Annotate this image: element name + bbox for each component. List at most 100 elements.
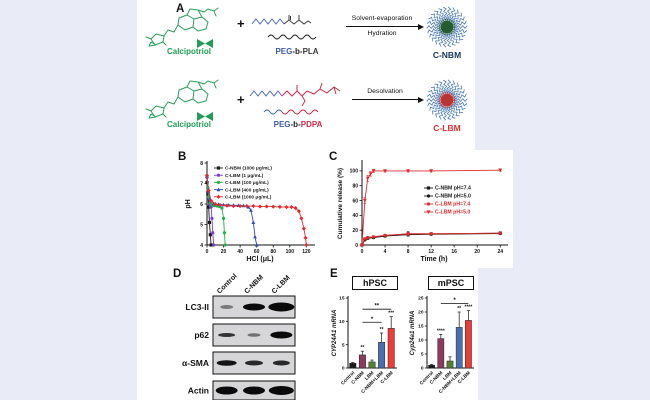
svg-text:60: 60 [254, 249, 260, 255]
svg-text:p62: p62 [194, 330, 209, 340]
svg-text:8: 8 [407, 249, 410, 255]
panel-de-background [137, 268, 478, 400]
c-nbm-label: C-NBM [432, 50, 462, 60]
pla-text: PLA [302, 47, 319, 56]
c-nbm-micelle-icon [426, 6, 468, 48]
svg-text:HCl (μL): HCl (μL) [246, 256, 273, 263]
svg-text:*: * [371, 317, 374, 323]
calcipotriol-label: Calcipotriol [166, 47, 211, 56]
svg-text:Control: Control [216, 273, 239, 296]
svg-text:80: 80 [352, 184, 358, 190]
svg-text:25: 25 [418, 296, 424, 302]
svg-text:60: 60 [352, 198, 358, 204]
svg-text:LBM: LBM [442, 370, 454, 382]
calcipotriol-glyph-icon [197, 39, 213, 48]
svg-text:6: 6 [200, 202, 203, 208]
svg-text:C-NBM pH=7.4: C-NBM pH=7.4 [435, 186, 471, 192]
plus-sign: + [237, 16, 245, 31]
svg-text:80: 80 [270, 249, 276, 255]
svg-text:C-LBM: C-LBM [271, 274, 292, 295]
svg-text:Cyp24a1 mRNA: Cyp24a1 mRNA [410, 311, 416, 356]
svg-text:40: 40 [237, 249, 243, 255]
svg-text:20: 20 [352, 228, 358, 234]
svg-text:Time (h): Time (h) [420, 256, 447, 263]
svg-text:16: 16 [451, 249, 457, 255]
western-blot: Control C-NBM C-LBM LC3-II p62 α-SMA Actin [182, 273, 296, 400]
svg-text:LC3-II: LC3-II [185, 302, 209, 312]
svg-text:Actin: Actin [188, 386, 209, 396]
arrow1-line [346, 26, 418, 27]
arrow2-line [352, 99, 418, 100]
calcipotriol-glyph-icon [197, 112, 213, 121]
svg-text:5: 5 [421, 352, 424, 358]
svg-text:4: 4 [200, 243, 203, 249]
panel-e-label: E [330, 268, 338, 280]
svg-text:C-LBM pH=7.4: C-LBM pH=7.4 [435, 202, 470, 208]
svg-text:5: 5 [200, 222, 203, 228]
peg-b-pla-label: PEG-b-PLA [248, 47, 346, 56]
svg-text:C-LBM (100 μg/mL): C-LBM (100 μg/mL) [225, 180, 269, 186]
pdpa-text: PDPA [300, 120, 323, 129]
svg-text:0: 0 [355, 243, 358, 249]
cumulative-release-chart: 0 4 8 12 16 20 24 0 20 40 60 80 100 Time (h) Cumulativ… [337, 160, 508, 263]
svg-text:15: 15 [339, 296, 345, 302]
svg-text:0: 0 [361, 249, 364, 255]
svg-text:CYP24A1 mRNA: CYP24A1 mRNA [332, 310, 338, 357]
svg-text:****: **** [437, 328, 445, 334]
svg-text:0: 0 [421, 366, 424, 372]
svg-text:**: ** [457, 306, 461, 312]
svg-text:7: 7 [200, 181, 203, 187]
plus-sign: + [237, 92, 245, 107]
svg-text:10: 10 [418, 338, 424, 344]
svg-text:**: ** [380, 327, 384, 333]
panel-a-label: A [176, 3, 185, 15]
svg-text:pH: pH [185, 199, 192, 208]
svg-text:100: 100 [286, 249, 295, 255]
hpsc-title: hPSC [352, 276, 398, 290]
peg-text: PEG [275, 47, 293, 56]
arrow2-top-label: Desolvation [367, 88, 403, 95]
calcipotriol-structure-icon [145, 7, 219, 47]
arrow1-head-icon [418, 23, 424, 30]
peg-b-pdpa-structure-icon [249, 82, 341, 115]
svg-text:C-LBM pH=5.0: C-LBM pH=5.0 [435, 210, 470, 216]
svg-text:C-NBM: C-NBM [243, 274, 265, 296]
c-lbm-micelle-icon [426, 79, 468, 121]
svg-text:20: 20 [418, 310, 424, 316]
svg-text:20: 20 [221, 249, 227, 255]
panel-b-label: B [178, 151, 187, 163]
panel-bc-background [137, 150, 513, 268]
svg-text:C-LBM (1000 μg/mL): C-LBM (1000 μg/mL) [225, 195, 272, 201]
calcipotriol-label: Calcipotriol [166, 120, 211, 129]
arrow1-bottom-label: Hydration [367, 30, 397, 37]
svg-text:*: * [453, 298, 456, 304]
svg-text:C-LBM (400 μg/mL): C-LBM (400 μg/mL) [225, 187, 269, 193]
svg-text:10: 10 [339, 319, 345, 325]
svg-text:****: **** [465, 305, 473, 311]
svg-text:4: 4 [384, 249, 387, 255]
svg-text:Cumulative release (%): Cumulative release (%) [337, 168, 344, 239]
svg-text:C-NBM (1000 μg/mL): C-NBM (1000 μg/mL) [225, 166, 272, 172]
svg-text:24: 24 [497, 249, 503, 255]
svg-text:40: 40 [352, 213, 358, 219]
svg-text:20: 20 [474, 249, 480, 255]
svg-text:120: 120 [302, 249, 311, 255]
svg-text:12: 12 [428, 249, 434, 255]
svg-text:5: 5 [342, 342, 345, 348]
svg-text:**: ** [374, 304, 379, 310]
peg-text: PEG [273, 120, 291, 129]
mpsc-title: mPSC [428, 276, 474, 290]
svg-text:LBM: LBM [364, 370, 376, 382]
arrow2-head-icon [418, 96, 424, 103]
svg-text:0: 0 [342, 366, 345, 372]
svg-text:0: 0 [206, 249, 209, 255]
panel-d-label: D [173, 268, 182, 280]
svg-text:C-NBM pH=5.0: C-NBM pH=5.0 [435, 194, 471, 200]
arrow1-top-label: Solvent-evaporation [351, 15, 413, 22]
c-lbm-label: C-LBM [433, 123, 461, 133]
panel-c-label: C [329, 151, 338, 163]
svg-text:8: 8 [200, 161, 203, 167]
